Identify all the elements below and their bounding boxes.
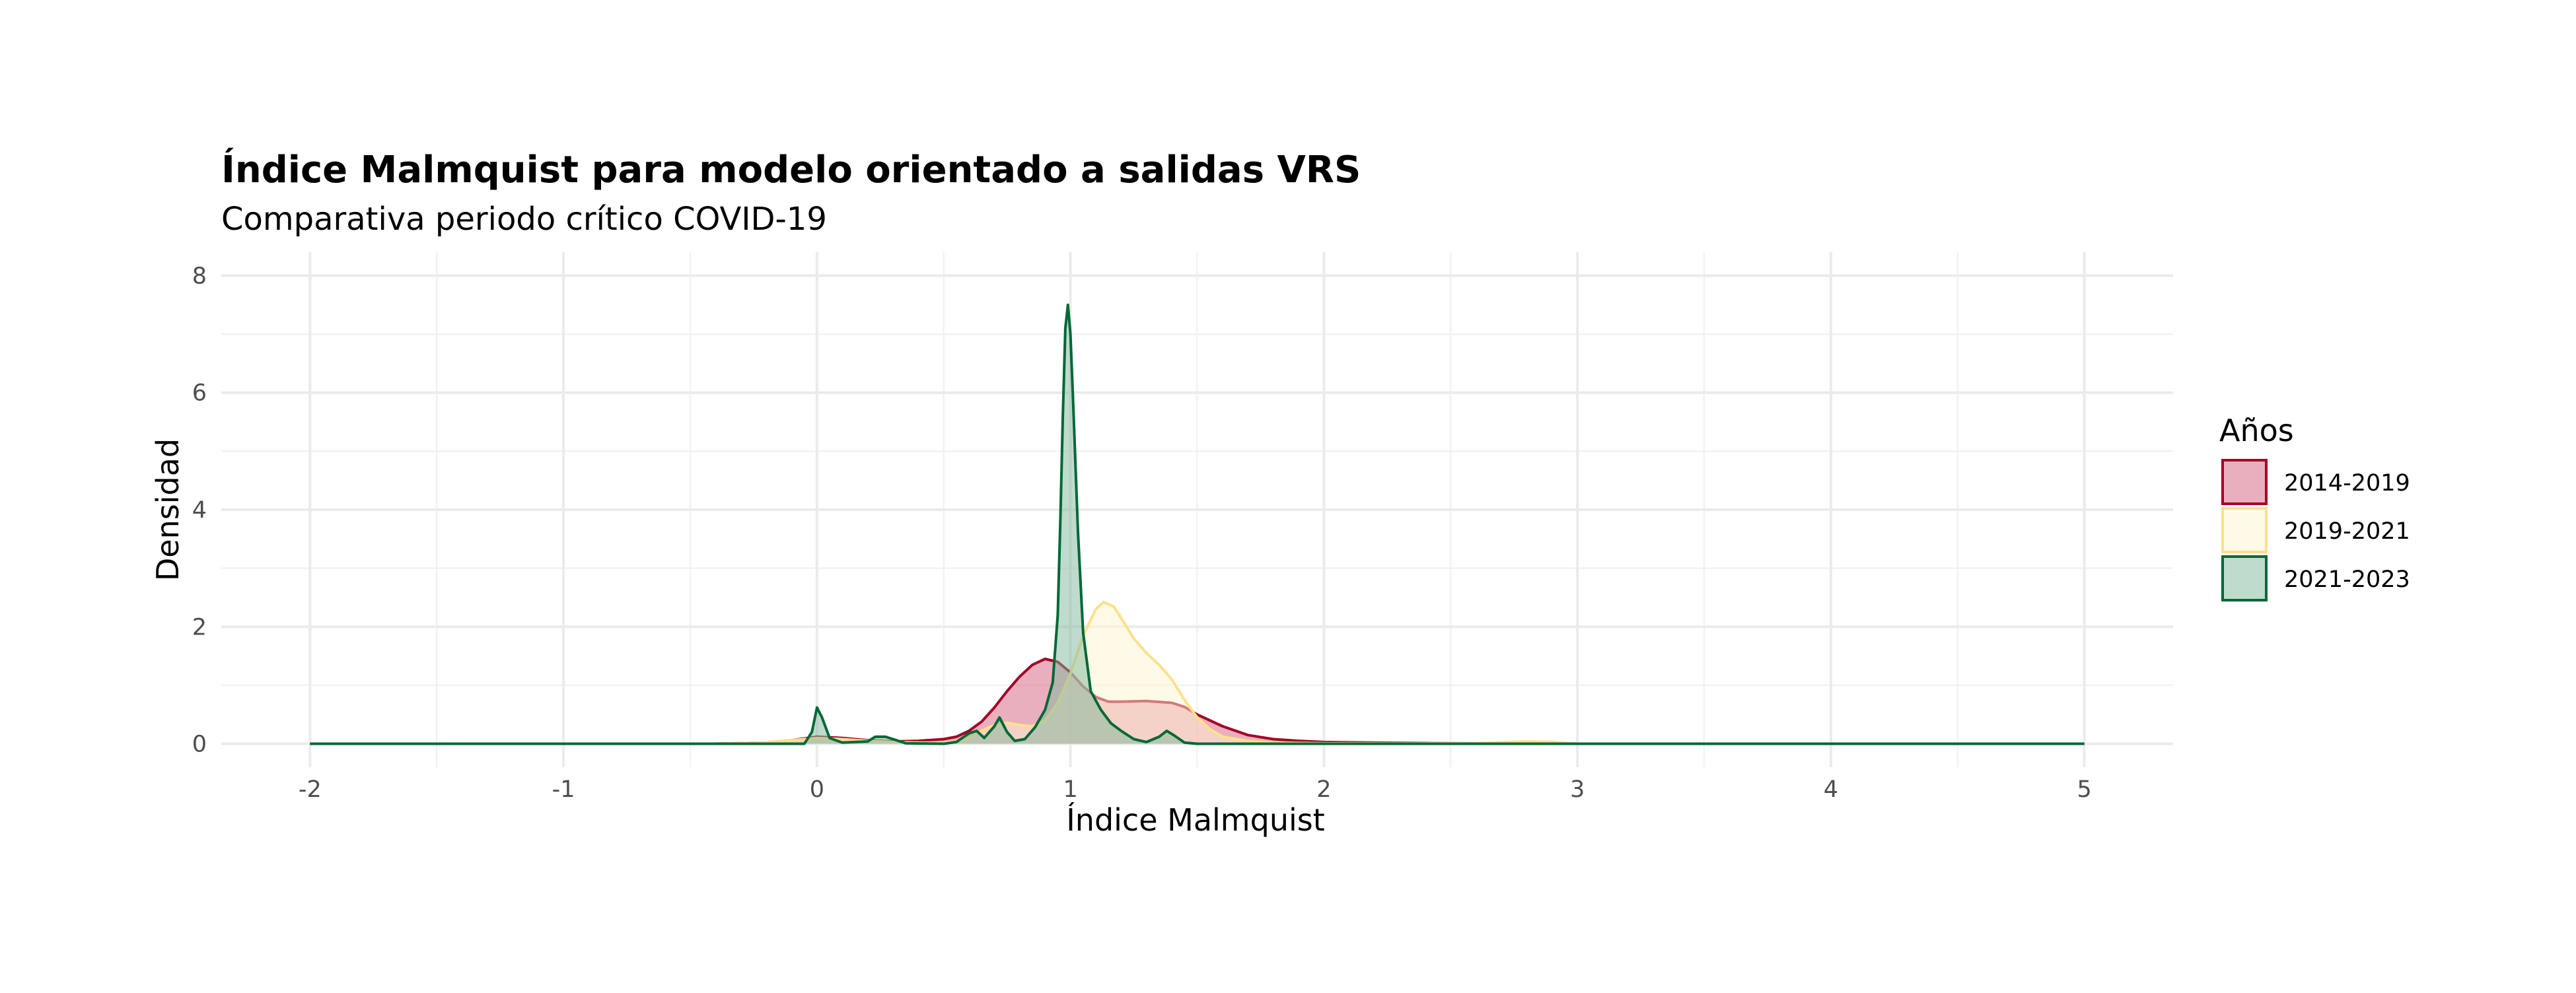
legend-label: 2021-2023	[2284, 566, 2410, 593]
y-tick-label: 2	[192, 614, 207, 640]
chart-title: Índice Malmquist para modelo orientado a…	[221, 148, 1361, 191]
x-tick-label: 2	[1316, 776, 1331, 803]
y-axis-label: Densidad	[150, 438, 186, 581]
x-tick-label: 0	[810, 776, 824, 803]
legend-key-2019-2021	[2221, 507, 2268, 553]
x-tick-label: 4	[1824, 776, 1838, 803]
x-tick-label: -2	[299, 776, 322, 803]
y-tick-label: 8	[192, 263, 207, 289]
y-tick-label: 6	[192, 380, 207, 407]
density-line-2021-2023	[310, 303, 2085, 745]
legend-label: 2014-2019	[2284, 470, 2410, 497]
legend-title: Años	[2219, 413, 2294, 448]
legend-key-2021-2023	[2221, 555, 2268, 601]
legend-key-2014-2019	[2221, 459, 2268, 505]
y-tick-label: 4	[192, 497, 207, 524]
x-tick-label: 5	[2077, 776, 2092, 803]
x-tick-label: 3	[1570, 776, 1585, 803]
y-tick-label: 0	[192, 732, 207, 758]
plot-panel: -2 -1 0 1 2 3 4 5 0 2 4 6 8	[192, 252, 2173, 803]
chart-subtitle: Comparativa periodo crítico COVID-19	[221, 201, 827, 238]
x-tick-label: -1	[552, 776, 575, 803]
legend-label: 2019-2021	[2284, 518, 2410, 545]
legend: Años 2014-2019 2019-2021 2021-2023	[2219, 413, 2410, 601]
x-tick-label: 1	[1063, 776, 1077, 803]
x-axis-label: Índice Malmquist	[1066, 802, 1325, 838]
